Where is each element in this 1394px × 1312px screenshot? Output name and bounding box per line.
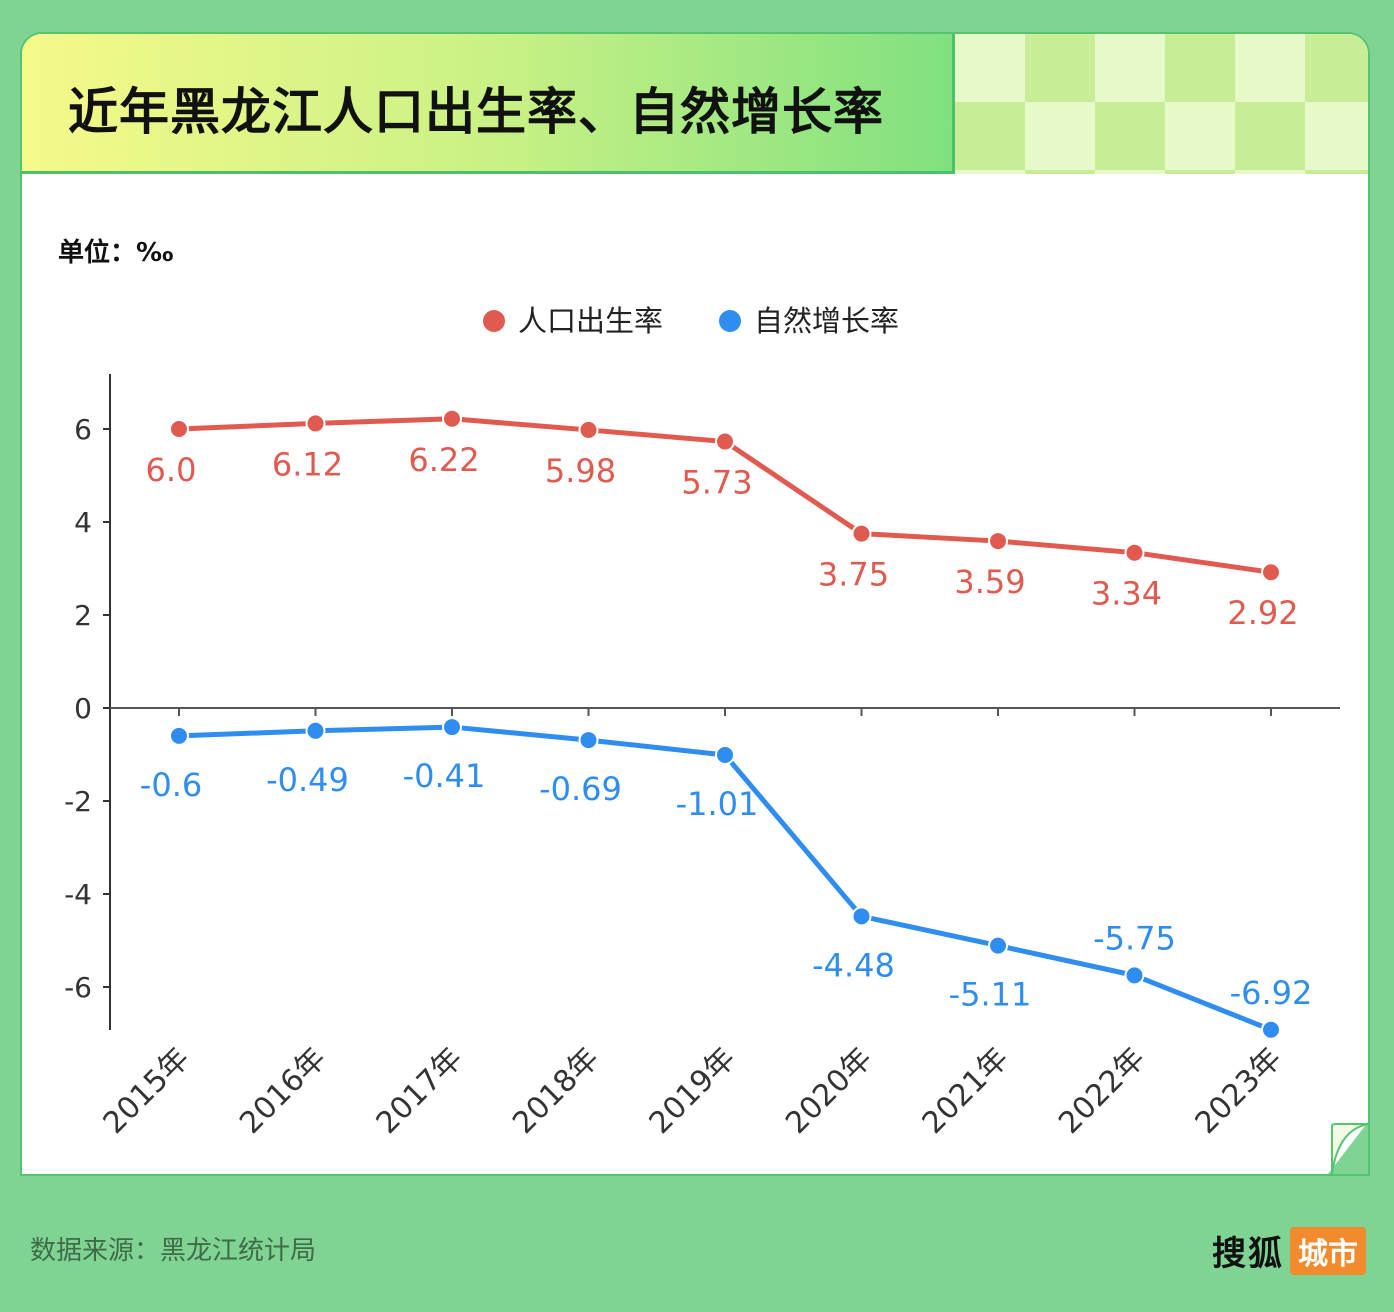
legend-label-0: 人口出生率	[518, 304, 663, 338]
logo-main-text: 搜狐	[1212, 1234, 1284, 1274]
data-label: 3.59	[954, 563, 1025, 601]
data-point	[169, 725, 189, 746]
data-label: -4.48	[812, 946, 895, 984]
y-tick-label: 0	[74, 692, 92, 725]
x-tick-label: 2015年	[97, 1041, 197, 1141]
y-tick-label: -6	[64, 971, 92, 1004]
data-label: -6.92	[1230, 974, 1313, 1012]
data-point	[715, 431, 735, 452]
x-tick-label: 2018年	[506, 1041, 606, 1141]
data-point	[988, 935, 1008, 956]
legend-marker-1	[719, 310, 741, 332]
legend-marker-0	[483, 310, 505, 332]
y-tick-label: 6	[74, 413, 92, 446]
data-label: -1.01	[676, 785, 759, 823]
sohu-city-logo: 搜狐 城市	[1212, 1226, 1366, 1275]
unit-label: 单位：‰	[58, 238, 174, 268]
data-label: -0.49	[266, 761, 349, 799]
checker-decoration	[952, 34, 1368, 174]
y-tick-label: 2	[74, 599, 92, 632]
data-label: 2.92	[1227, 594, 1298, 632]
data-point	[169, 419, 189, 439]
data-point	[578, 419, 599, 440]
data-point	[715, 744, 735, 765]
x-tick-label: 2022年	[1052, 1041, 1152, 1141]
data-label: -0.6	[140, 766, 202, 804]
x-tick-label: 2016年	[233, 1041, 333, 1141]
chart-title: 近年黑龙江人口出生率、自然增长率	[68, 83, 884, 141]
data-point	[988, 531, 1008, 552]
x-tick-label: 2019年	[643, 1041, 743, 1141]
data-label: 6.22	[408, 441, 479, 479]
data-point	[442, 408, 462, 429]
data-point	[578, 730, 599, 751]
data-label: 3.34	[1091, 575, 1162, 613]
y-tick-label: -2	[64, 785, 92, 818]
x-tick-label: 2017年	[370, 1041, 470, 1141]
data-point	[442, 717, 462, 738]
title-banner: 近年黑龙江人口出生率、自然增长率	[22, 34, 1368, 174]
line-chart: 人口出生率 自然增长率 6 4 2 0 -2 -4 -6 2015年 2016年 2017年 2018年…	[64, 304, 1340, 1141]
data-label: -5.11	[949, 976, 1032, 1014]
data-point	[851, 523, 872, 544]
legend-label-1: 自然增长率	[754, 304, 899, 338]
logo-tag: 城市	[1290, 1226, 1366, 1275]
data-point	[1261, 1019, 1281, 1040]
data-point	[305, 720, 326, 741]
page-fold-icon	[1328, 1122, 1368, 1174]
data-label: 5.98	[545, 452, 616, 490]
data-label: 6.12	[272, 445, 343, 483]
data-point	[1124, 542, 1145, 563]
data-label: -0.69	[539, 770, 622, 808]
y-tick-label: -4	[64, 878, 92, 911]
data-label: -0.41	[403, 757, 486, 795]
x-tick-label: 2021年	[916, 1041, 1016, 1141]
data-source: 数据来源：黑龙江统计局	[30, 1236, 317, 1266]
data-point	[305, 413, 326, 434]
data-label: 3.75	[818, 556, 889, 594]
chart-card: 近年黑龙江人口出生率、自然增长率 单位：‰ 人口出生率 自然增长率 6 4 2 0 -2 -4…	[20, 32, 1370, 1176]
data-label: 5.73	[681, 464, 752, 502]
data-label: 6.0	[146, 451, 197, 489]
y-tick-label: 4	[74, 506, 92, 539]
data-label: -5.75	[1093, 919, 1176, 957]
x-tick-label: 2023年	[1189, 1041, 1289, 1141]
data-point	[851, 906, 872, 927]
data-point	[1124, 965, 1145, 986]
x-tick-label: 2020年	[779, 1041, 879, 1141]
data-point	[1261, 562, 1281, 583]
